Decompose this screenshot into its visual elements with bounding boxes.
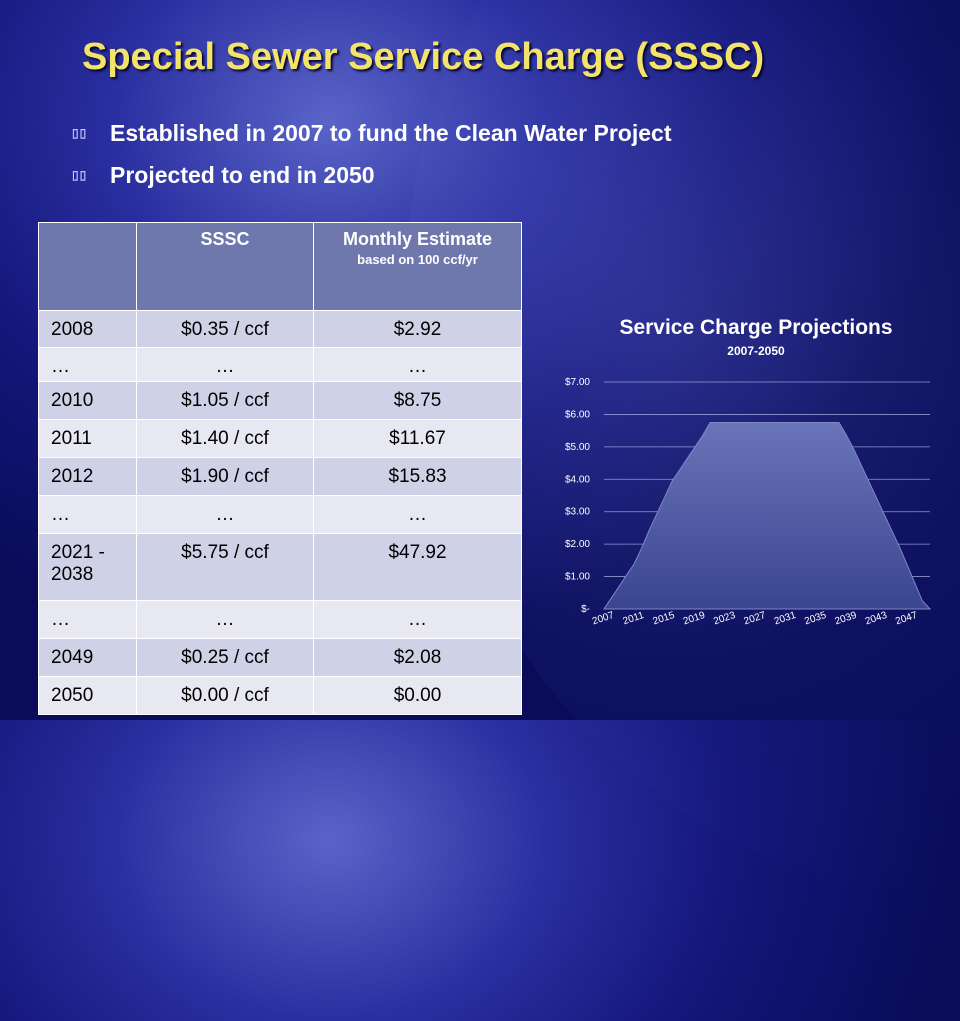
x-tick-label: 2031 (773, 610, 798, 627)
cell-monthly: $2.92 (313, 310, 522, 348)
bullet-text: Projected to end in 2050 (110, 161, 375, 188)
x-tick-label: 2019 (682, 610, 707, 627)
cell-sssc: … (136, 600, 314, 639)
y-tick-label: $7.00 (565, 377, 590, 388)
x-tick-label: 2027 (743, 610, 768, 627)
area-series (603, 422, 932, 610)
header-monthly-label: Monthly Estimate (342, 229, 493, 249)
cell-monthly: $15.83 (313, 457, 522, 496)
chart-title: Service Charge Projections (619, 316, 893, 339)
cell-year: 2008 (38, 310, 137, 348)
cell-year: … (38, 495, 137, 534)
cell-year: … (38, 347, 137, 382)
cell-monthly: $0.00 (313, 676, 522, 715)
cell-monthly: … (313, 495, 522, 534)
header-monthly-sub: based on 100 ccf/yr (357, 252, 478, 267)
table-row: 2021 - 2038 $5.75 / ccf $47.92 (38, 533, 522, 601)
sssc-table: SSSC Monthly Estimate based on 100 ccf/y… (38, 222, 522, 715)
cell-monthly: $8.75 (313, 381, 522, 420)
table-row: … … … (38, 600, 522, 639)
y-tick-label: $- (581, 604, 590, 615)
cell-year: 2021 - 2038 (38, 533, 137, 601)
x-tick-label: 2015 (652, 610, 677, 627)
y-tick-label: $2.00 (565, 539, 590, 550)
bullet-text: Established in 2007 to fund the Clean Wa… (110, 119, 672, 146)
table-header-row: SSSC Monthly Estimate based on 100 ccf/y… (38, 222, 522, 311)
header-sssc: SSSC (136, 222, 314, 311)
chart-subtitle: 2007-2050 (727, 344, 785, 358)
table-row: 2050 $0.00 / ccf $0.00 (38, 676, 522, 715)
x-tick-label: 2039 (834, 610, 859, 627)
y-tick-label: $6.00 (565, 409, 590, 420)
cell-monthly: … (313, 600, 522, 639)
cell-sssc: … (136, 347, 314, 382)
y-tick-label: $5.00 (565, 442, 590, 453)
x-tick-label: 2047 (894, 610, 919, 627)
cell-sssc: $1.40 / ccf (136, 419, 314, 458)
cell-sssc: $5.75 / ccf (136, 533, 314, 601)
table-row: 2010 $1.05 / ccf $8.75 (38, 381, 522, 420)
y-tick-label: $1.00 (565, 572, 590, 583)
header-monthly: Monthly Estimate based on 100 ccf/yr (313, 222, 522, 311)
x-tick-label: 2043 (864, 610, 889, 627)
table-row: 2049 $0.25 / ccf $2.08 (38, 638, 522, 677)
bullet-item: ▯▯ Established in 2007 to fund the Clean… (72, 112, 672, 154)
y-tick-label: $4.00 (565, 474, 590, 485)
cell-year: 2010 (38, 381, 137, 420)
bullet-icon: ▯▯ (72, 168, 88, 182)
service-charge-area-chart: $- $1.00 $2.00 $3.00 $4.00 $5.00 $6.00 $7.00 20… (565, 377, 932, 627)
x-tick-label: 2023 (712, 610, 737, 627)
cell-year: 2011 (38, 419, 137, 458)
cell-sssc: … (136, 495, 314, 534)
table-row: … … … (38, 347, 522, 382)
x-tick-label: 2007 (591, 610, 616, 627)
cell-year: 2049 (38, 638, 137, 677)
x-tick-label: 2011 (622, 610, 646, 627)
bullet-item: ▯▯ Projected to end in 2050 (72, 154, 672, 196)
table-row: 2008 $0.35 / ccf $2.92 (38, 310, 522, 348)
cell-sssc: $1.90 / ccf (136, 457, 314, 496)
table-row: 2011 $1.40 / ccf $11.67 (38, 419, 522, 458)
table-row: … … … (38, 495, 522, 534)
cell-year: 2012 (38, 457, 137, 496)
y-tick-label: $3.00 (565, 507, 590, 518)
cell-sssc: $1.05 / ccf (136, 381, 314, 420)
slide-title: Special Sewer Service Charge (SSSC) (82, 36, 765, 78)
cell-monthly: $2.08 (313, 638, 522, 677)
x-tick-label: 2035 (803, 610, 828, 627)
cell-sssc: $0.00 / ccf (136, 676, 314, 715)
cell-year: … (38, 600, 137, 639)
cell-year: 2050 (38, 676, 137, 715)
cell-monthly: $11.67 (313, 419, 522, 458)
table-row: 2012 $1.90 / ccf $15.83 (38, 457, 522, 496)
cell-monthly: … (313, 347, 522, 382)
header-year (38, 222, 137, 311)
bullet-list: ▯▯ Established in 2007 to fund the Clean… (72, 112, 672, 196)
bullet-icon: ▯▯ (72, 126, 88, 140)
cell-sssc: $0.35 / ccf (136, 310, 314, 348)
cell-sssc: $0.25 / ccf (136, 638, 314, 677)
cell-monthly: $47.92 (313, 533, 522, 601)
